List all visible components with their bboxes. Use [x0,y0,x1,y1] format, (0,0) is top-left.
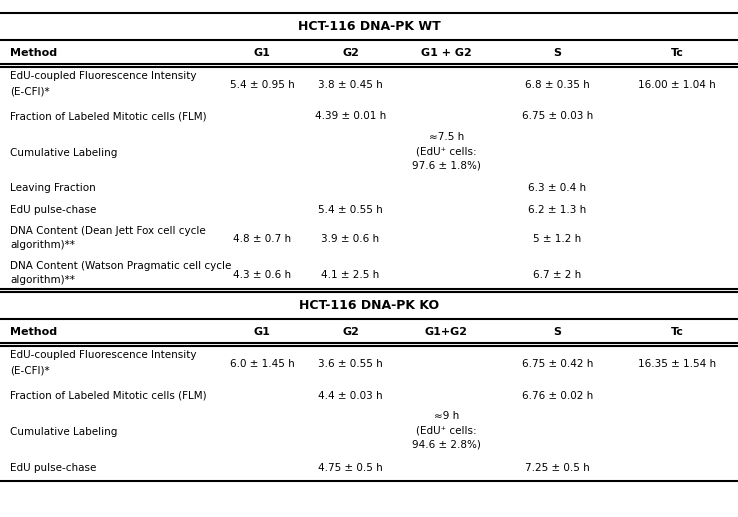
Text: 16.00 ± 1.04 h: 16.00 ± 1.04 h [638,80,716,90]
Text: DNA Content (Dean Jett Fox cell cycle: DNA Content (Dean Jett Fox cell cycle [10,225,206,236]
Text: Method: Method [10,327,58,338]
Text: Method: Method [10,48,58,58]
Text: G1+G2: G1+G2 [425,327,468,338]
Text: 6.0 ± 1.45 h: 6.0 ± 1.45 h [230,359,294,370]
Text: 3.8 ± 0.45 h: 3.8 ± 0.45 h [318,80,383,90]
Text: 4.75 ± 0.5 h: 4.75 ± 0.5 h [318,463,383,474]
Text: algorithm)**: algorithm)** [10,240,75,250]
Text: 6.75 ± 0.03 h: 6.75 ± 0.03 h [522,111,593,121]
Text: Cumulative Labeling: Cumulative Labeling [10,147,117,158]
Text: ≈9 h: ≈9 h [434,412,459,421]
Text: 6.8 ± 0.35 h: 6.8 ± 0.35 h [525,80,590,90]
Text: Leaving Fraction: Leaving Fraction [10,183,96,193]
Text: 4.39 ± 0.01 h: 4.39 ± 0.01 h [315,111,386,121]
Text: G1: G1 [254,48,270,58]
Text: 16.35 ± 1.54 h: 16.35 ± 1.54 h [638,359,716,370]
Text: S: S [554,327,561,338]
Text: G1 + G2: G1 + G2 [421,48,472,58]
Text: S: S [554,48,561,58]
Text: 4.8 ± 0.7 h: 4.8 ± 0.7 h [233,234,291,245]
Text: 5.4 ± 0.55 h: 5.4 ± 0.55 h [318,205,383,216]
Text: 4.1 ± 2.5 h: 4.1 ± 2.5 h [322,269,379,280]
Text: (E-CFI)*: (E-CFI)* [10,86,50,97]
Text: 5.4 ± 0.95 h: 5.4 ± 0.95 h [230,80,294,90]
Text: HCT-116 DNA-PK WT: HCT-116 DNA-PK WT [297,20,441,33]
Text: EdU-coupled Fluorescence Intensity: EdU-coupled Fluorescence Intensity [10,71,197,81]
Text: 6.7 ± 2 h: 6.7 ± 2 h [533,269,582,280]
Text: 97.6 ± 1.8%): 97.6 ± 1.8%) [412,160,481,170]
Text: ≈7.5 h: ≈7.5 h [429,132,464,142]
Text: EdU-coupled Fluorescence Intensity: EdU-coupled Fluorescence Intensity [10,350,197,360]
Text: (EdU⁺ cells:: (EdU⁺ cells: [416,425,477,435]
Text: DNA Content (Watson Pragmatic cell cycle: DNA Content (Watson Pragmatic cell cycle [10,261,232,271]
Text: 4.3 ± 0.6 h: 4.3 ± 0.6 h [233,269,291,280]
Text: (EdU⁺ cells:: (EdU⁺ cells: [416,146,477,156]
Text: EdU pulse-chase: EdU pulse-chase [10,463,97,474]
Text: G2: G2 [342,327,359,338]
Text: 94.6 ± 2.8%): 94.6 ± 2.8%) [412,439,481,449]
Text: Fraction of Labeled Mitotic cells (FLM): Fraction of Labeled Mitotic cells (FLM) [10,111,207,121]
Text: 4.4 ± 0.03 h: 4.4 ± 0.03 h [318,390,383,401]
Text: 6.75 ± 0.42 h: 6.75 ± 0.42 h [522,359,593,370]
Text: G1: G1 [254,327,270,338]
Text: 6.76 ± 0.02 h: 6.76 ± 0.02 h [522,390,593,401]
Text: 6.3 ± 0.4 h: 6.3 ± 0.4 h [528,183,586,193]
Text: 6.2 ± 1.3 h: 6.2 ± 1.3 h [528,205,586,216]
Text: algorithm)**: algorithm)** [10,276,75,285]
Text: HCT-116 DNA-PK KO: HCT-116 DNA-PK KO [299,299,439,312]
Text: 3.9 ± 0.6 h: 3.9 ± 0.6 h [322,234,379,245]
Text: G2: G2 [342,48,359,58]
Text: 7.25 ± 0.5 h: 7.25 ± 0.5 h [525,463,590,474]
Text: 5 ± 1.2 h: 5 ± 1.2 h [533,234,582,245]
Text: Cumulative Labeling: Cumulative Labeling [10,427,117,437]
Text: 3.6 ± 0.55 h: 3.6 ± 0.55 h [318,359,383,370]
Text: EdU pulse-chase: EdU pulse-chase [10,205,97,216]
Text: Tc: Tc [671,48,683,58]
Text: Fraction of Labeled Mitotic cells (FLM): Fraction of Labeled Mitotic cells (FLM) [10,390,207,401]
Text: Tc: Tc [671,327,683,338]
Text: (E-CFI)*: (E-CFI)* [10,366,50,376]
